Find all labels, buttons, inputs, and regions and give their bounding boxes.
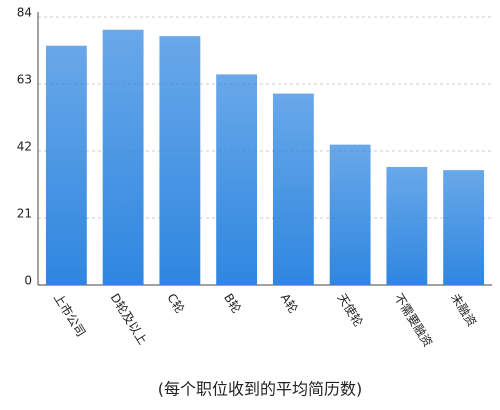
bar <box>216 74 258 285</box>
bar <box>159 36 201 286</box>
y-tick-label: 42 <box>17 140 32 154</box>
bar <box>329 144 371 285</box>
bar <box>272 93 314 285</box>
y-tick-label: 0 <box>24 274 32 288</box>
y-tick-label: 21 <box>17 207 32 221</box>
bar <box>102 29 144 286</box>
chart-title: (每个职位收到的平均简历数) <box>158 380 363 399</box>
bar <box>45 45 87 285</box>
y-tick-label: 63 <box>17 73 32 87</box>
y-tick-label: 84 <box>17 6 32 20</box>
bar <box>386 166 428 285</box>
bar <box>443 170 485 285</box>
